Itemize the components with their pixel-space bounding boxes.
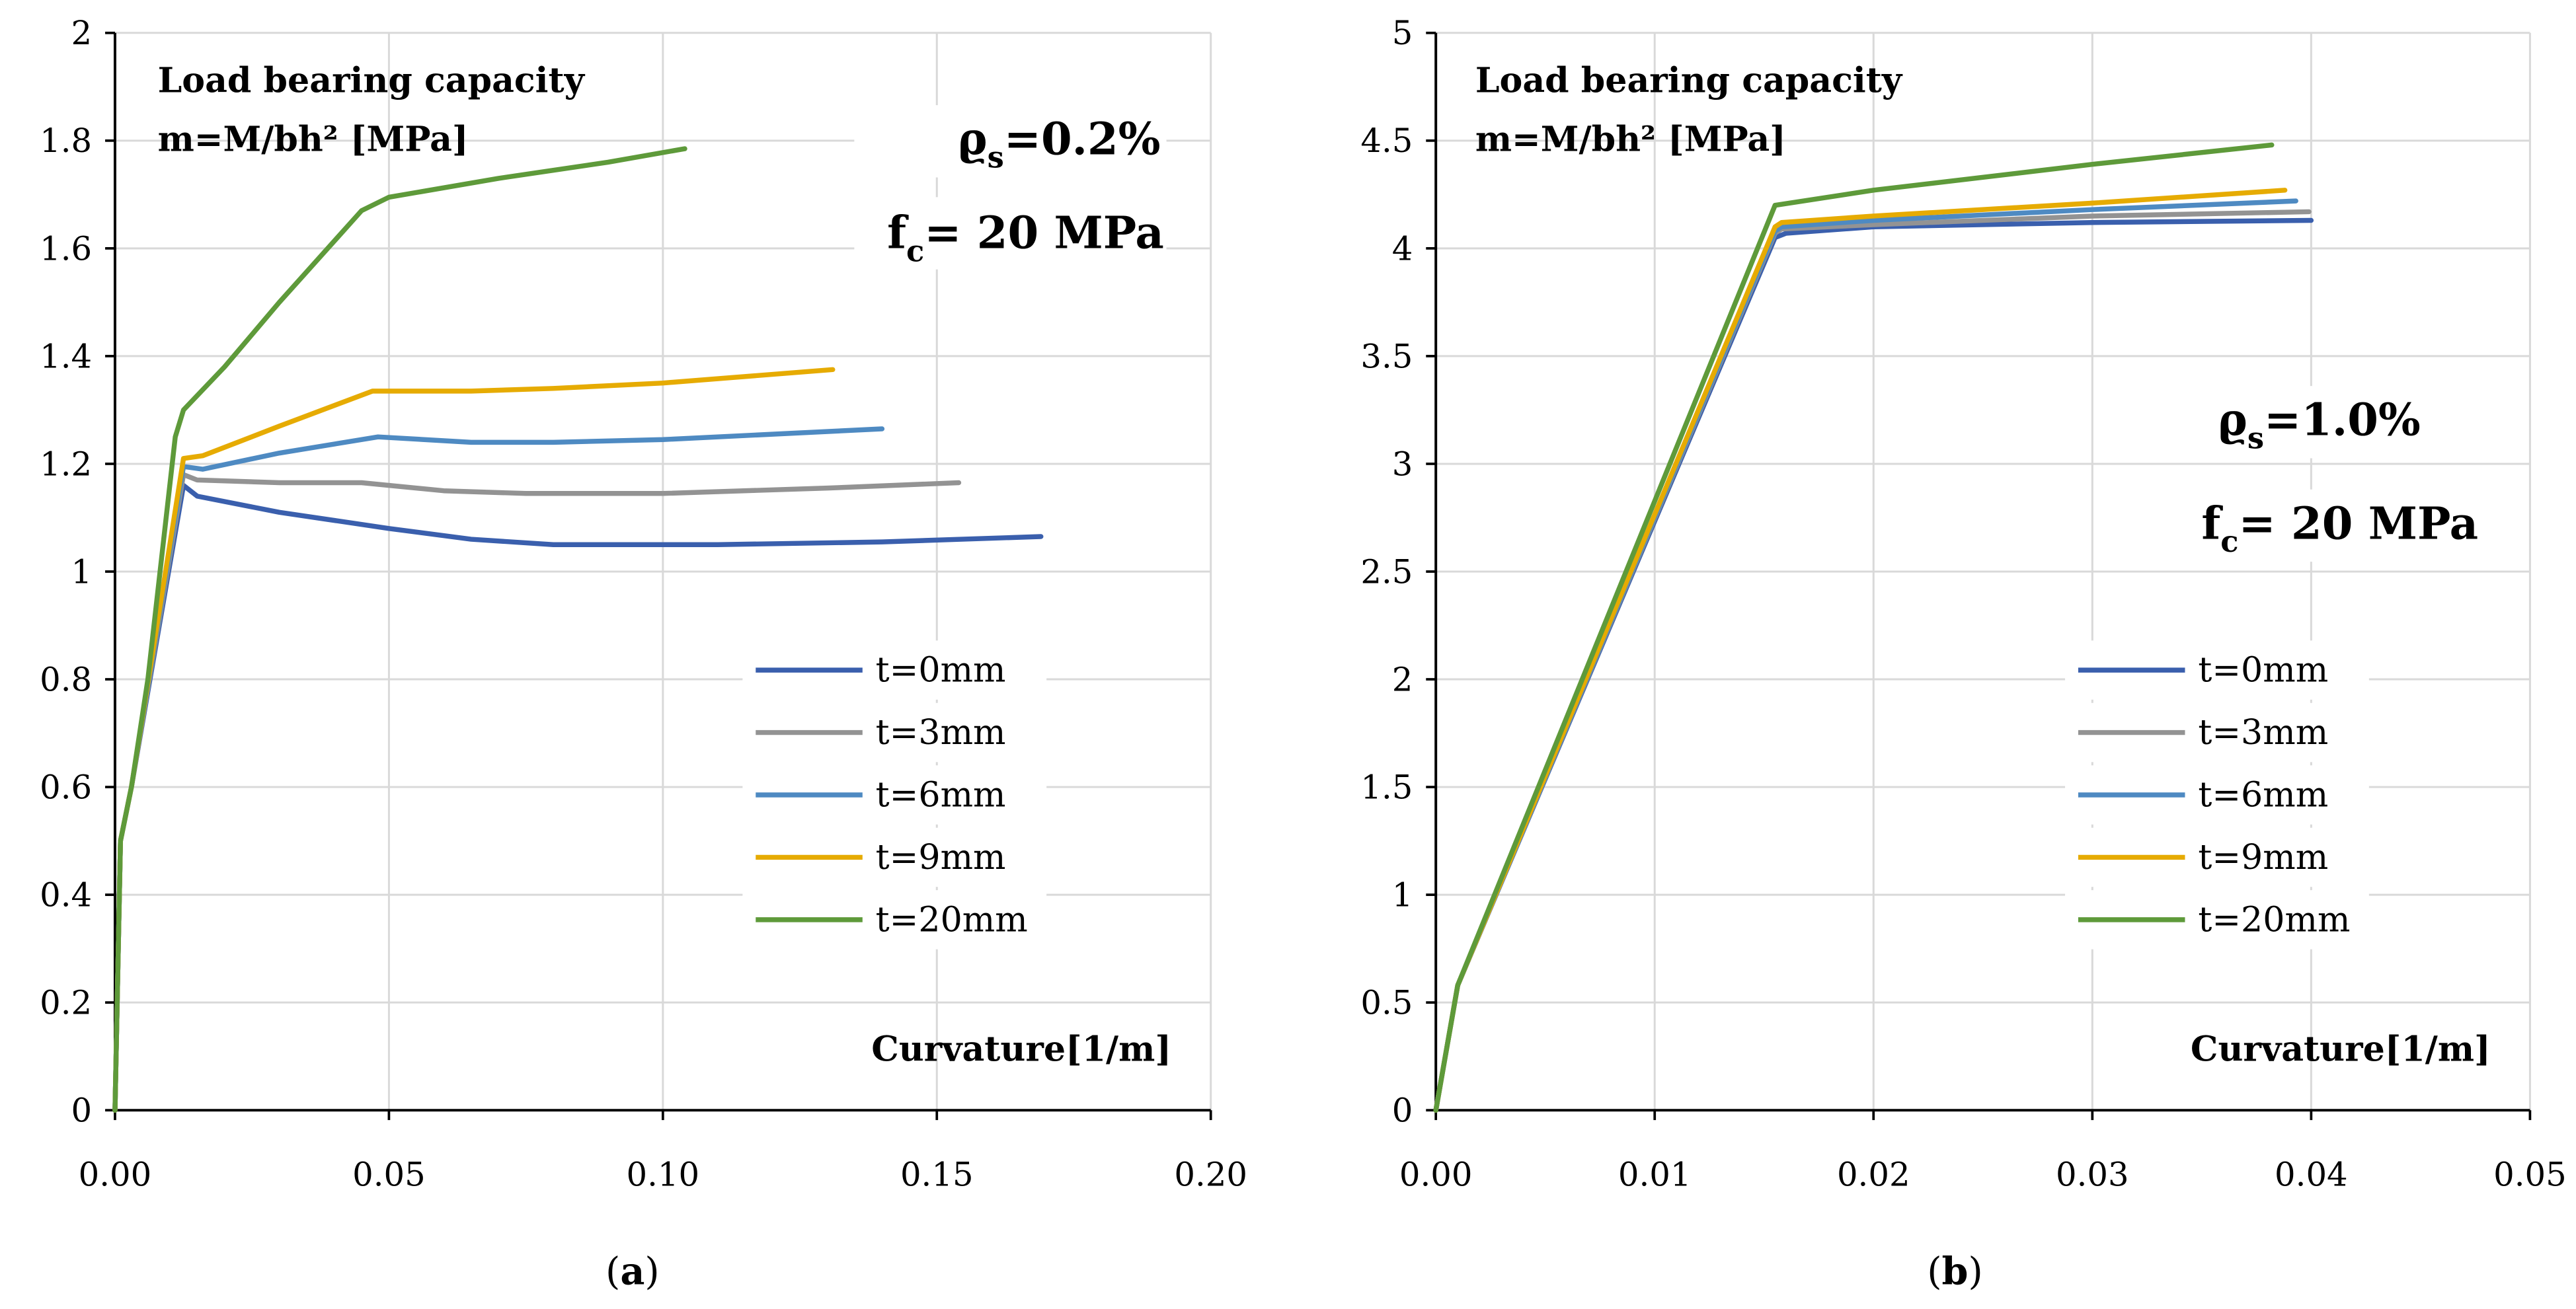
legend-label: t=6mm — [876, 775, 1006, 815]
legend-item: t=9mm — [742, 827, 1047, 887]
y-tick-label: 0.5 — [1360, 984, 1413, 1022]
caption-a: (a) — [605, 1250, 660, 1294]
y-tick-label: 0 — [71, 1092, 93, 1130]
y-tick-label: 2 — [1392, 660, 1413, 698]
y-tick-label: 1 — [1392, 876, 1413, 915]
x-tick-label: 0.05 — [352, 1156, 426, 1194]
legend-item: t=20mm — [2065, 890, 2369, 950]
y-tick-label: 0.4 — [40, 876, 92, 915]
y-tick-label: 3 — [1392, 445, 1413, 483]
legend-label: t=0mm — [876, 651, 1006, 691]
y-tick-label: 1.4 — [40, 337, 92, 375]
legend-label: t=9mm — [2198, 838, 2328, 878]
y-tick-label: 1.6 — [40, 229, 92, 268]
legend-item: t=3mm — [2065, 702, 2369, 763]
x-axis-label: Curvature[1/m] — [871, 1029, 1171, 1070]
legend-label: t=3mm — [876, 713, 1006, 753]
x-axis-label: Curvature[1/m] — [2191, 1029, 2491, 1070]
y-tick-label: 3.5 — [1360, 337, 1413, 375]
y-tick-label: 4 — [1392, 229, 1413, 268]
rho-annotation: ϱs=1.0% — [2218, 394, 2421, 456]
legend-label: t=20mm — [876, 900, 1028, 940]
legend-item: t=6mm — [742, 765, 1047, 825]
x-tick-label: 0.00 — [1399, 1156, 1473, 1194]
x-tick-label: 0.15 — [900, 1156, 974, 1194]
legend-label: t=9mm — [876, 838, 1006, 878]
y-tick-label: 2.5 — [1360, 552, 1413, 591]
y-tick-label: 0 — [1392, 1092, 1413, 1130]
ylabel-line1: Load bearing capacity — [1475, 60, 1903, 100]
legend-item: t=3mm — [742, 702, 1047, 763]
chart-b: Load bearing capacity m=M/bh² [MPa] ϱs=1… — [1360, 14, 2566, 1293]
x-tick-label: 0.04 — [2275, 1156, 2348, 1194]
legend-label: t=6mm — [2198, 775, 2328, 815]
ylabel-line1: Load bearing capacity — [158, 60, 586, 100]
series-line-t=20mm — [1433, 142, 2275, 1113]
legend-label: t=20mm — [2198, 900, 2350, 940]
rho-annotation: ϱs=0.2% — [958, 113, 1161, 175]
chart-a: Load bearing capacity m=M/bh² [MPa] ϱs=0… — [40, 14, 1247, 1293]
legend-label: t=3mm — [2198, 713, 2328, 753]
x-tick-label: 0.20 — [1174, 1156, 1247, 1194]
legend-label: t=0mm — [2198, 651, 2328, 691]
legend-item: t=20mm — [742, 890, 1047, 950]
legend-item: t=9mm — [2065, 827, 2369, 887]
ylabel-line2: m=M/bh² [MPa] — [158, 120, 469, 160]
x-tick-label: 0.01 — [1618, 1156, 1692, 1194]
y-tick-label: 2 — [71, 14, 93, 52]
y-tick-label: 1.2 — [40, 445, 92, 483]
fc-annotation: fc= 20 MPa — [2201, 497, 2478, 559]
legend-item: t=0mm — [2065, 640, 2369, 700]
y-tick-label: 1.8 — [40, 122, 92, 160]
ylabel-line2: m=M/bh² [MPa] — [1475, 120, 1786, 160]
series-line-t=20mm — [112, 146, 687, 1113]
x-tick-label: 0.10 — [627, 1156, 700, 1194]
y-tick-label: 5 — [1392, 14, 1413, 52]
y-tick-label: 0.6 — [40, 768, 92, 806]
x-tick-label: 0.02 — [1837, 1156, 1910, 1194]
x-tick-label: 0.03 — [2056, 1156, 2129, 1194]
legend-item: t=6mm — [2065, 765, 2369, 825]
fc-annotation: fc= 20 MPa — [887, 206, 1164, 268]
y-tick-label: 0.2 — [40, 984, 92, 1022]
y-tick-label: 0.8 — [40, 660, 92, 698]
y-tick-label: 4.5 — [1360, 122, 1413, 160]
x-tick-label: 0.05 — [2493, 1156, 2567, 1194]
y-tick-label: 1 — [71, 552, 93, 591]
legend-item: t=0mm — [742, 640, 1047, 700]
x-tick-label: 0.00 — [79, 1156, 152, 1194]
caption-b: (b) — [1927, 1250, 1983, 1294]
y-tick-label: 1.5 — [1360, 768, 1413, 806]
